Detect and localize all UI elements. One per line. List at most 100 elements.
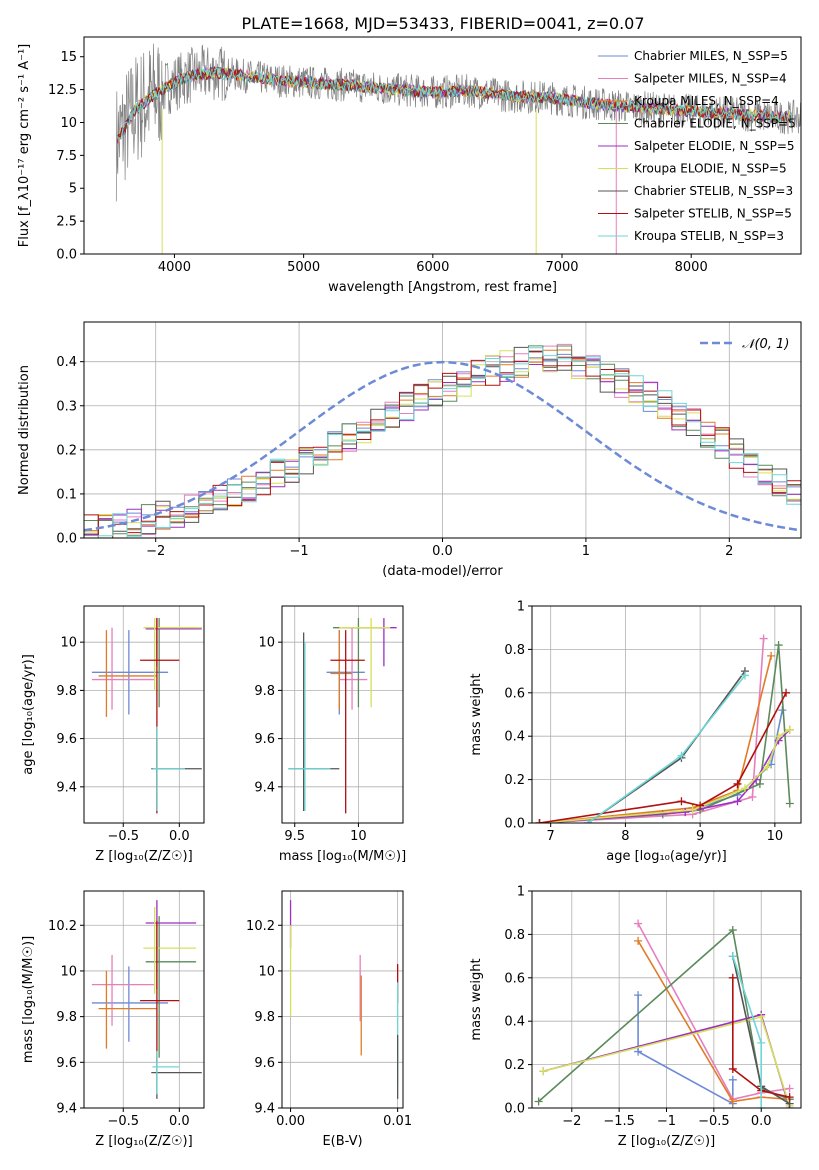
y-tick-label: 10.2 bbox=[246, 919, 275, 934]
model-spectrum-salpeter_stelib bbox=[117, 65, 793, 143]
x-axis-label: age [log₁₀(age/yr)] bbox=[606, 849, 727, 864]
y-tick-label: 0.6 bbox=[504, 971, 525, 986]
y-tick-label: 10 bbox=[60, 636, 77, 651]
y-tick-label: 1 bbox=[517, 885, 525, 900]
y-axis-label: mass weight bbox=[469, 673, 484, 755]
y-tick-label: 9.6 bbox=[254, 732, 275, 747]
series-marker bbox=[757, 1012, 766, 1021]
plot-area bbox=[91, 900, 202, 1099]
series-marker bbox=[677, 797, 686, 806]
x-tick-label: −1 bbox=[657, 1114, 676, 1129]
legend-label: Salpeter MILES, N_SSP=4 bbox=[634, 72, 787, 86]
y-tick-label: 2.5 bbox=[56, 215, 77, 230]
legend-label: Kroupa ELODIE, N_SSP=5 bbox=[634, 162, 787, 176]
x-tick-label: 0.0 bbox=[169, 829, 190, 844]
y-tick-label: 0.6 bbox=[504, 686, 525, 701]
y-tick-label: 9.8 bbox=[56, 684, 77, 699]
series-marker bbox=[755, 779, 764, 788]
series-marker bbox=[748, 792, 757, 801]
x-tick-label: −1 bbox=[290, 544, 309, 559]
y-tick-label: 9.8 bbox=[254, 684, 275, 699]
series-marker bbox=[728, 1075, 737, 1084]
x-tick-label: 0.01 bbox=[383, 1114, 412, 1129]
series-marker bbox=[740, 784, 749, 793]
y-tick-label: 9.6 bbox=[254, 1056, 275, 1071]
series-marker bbox=[733, 779, 742, 788]
x-tick-label: 0.0 bbox=[432, 544, 453, 559]
y-tick-label: 5 bbox=[69, 182, 77, 197]
series-marker bbox=[740, 671, 749, 680]
y-tick-label: 9.8 bbox=[56, 1010, 77, 1025]
figure-title: PLATE=1668, MJD=53433, FIBERID=0041, z=0… bbox=[241, 14, 644, 33]
panel-weight-vs-Z: −2 −1.5 −1 −0.5 0.0 0.0 0.2 0.4 0.6 0.8 1 Z [log₁₀(… bbox=[469, 885, 802, 1149]
x-axis-label: mass [log₁₀(M/M☉)] bbox=[279, 849, 406, 864]
plot-area bbox=[288, 618, 397, 814]
histogram-salpeter_stelib bbox=[84, 351, 801, 538]
y-tick-label: 0.8 bbox=[504, 928, 525, 943]
x-tick-label: 8000 bbox=[675, 260, 708, 275]
plot-area bbox=[91, 618, 202, 814]
y-tick-label: 0.8 bbox=[504, 643, 525, 658]
legend-label: Chabrier STELIB, N_SSP=3 bbox=[634, 184, 793, 198]
x-tick-label: −0.5 bbox=[107, 829, 139, 844]
y-tick-label: 9.8 bbox=[254, 1010, 275, 1025]
x-axis-label: Z [log₁₀(Z/Z☉)] bbox=[618, 1134, 715, 1149]
series-marker bbox=[733, 797, 742, 806]
series-marker bbox=[757, 1038, 766, 1047]
series-marker bbox=[767, 651, 776, 660]
x-tick-label: 5000 bbox=[287, 260, 320, 275]
series-marker bbox=[688, 805, 697, 814]
series-marker bbox=[728, 952, 737, 961]
series-marker bbox=[681, 808, 690, 817]
series-marker bbox=[634, 991, 643, 1000]
y-tick-label: 9.4 bbox=[254, 1102, 275, 1117]
histogram-kroupa_elodie bbox=[84, 350, 801, 538]
y-tick-label: 10 bbox=[258, 636, 275, 651]
y-tick-label: 0.2 bbox=[56, 443, 77, 458]
series-marker bbox=[728, 926, 737, 935]
series-marker bbox=[584, 819, 593, 823]
legend-label: Salpeter STELIB, N_SSP=5 bbox=[634, 207, 792, 221]
series-marker bbox=[785, 1084, 794, 1093]
x-tick-label: 9 bbox=[696, 829, 704, 844]
panel-weight-vs-age: 7 8 9 10 0.0 0.2 0.4 0.6 0.8 1 age [log₁₀(age/yr)]… bbox=[469, 600, 802, 864]
plot-area bbox=[534, 919, 794, 1108]
series-marker bbox=[728, 1097, 737, 1106]
legend-label: Chabrier ELODIE, N_SSP=5 bbox=[634, 117, 796, 131]
y-tick-label: 0.2 bbox=[504, 773, 525, 788]
y-tick-label: 9.6 bbox=[56, 1056, 77, 1071]
axes-frame bbox=[531, 605, 802, 824]
panel-age-vs-mass: 9.5 10 9.4 9.6 9.8 10 mass [log₁₀(M/M☉)] bbox=[254, 605, 406, 864]
y-axis-label: mass weight bbox=[469, 958, 484, 1040]
legend-label: Chabrier MILES, N_SSP=5 bbox=[634, 49, 788, 63]
panel-residuals: 𝒩(0, 1) −2 −1 0.0 1 2 0.0 0.1 0.2 0.3 0.4 (data-mod… bbox=[17, 321, 802, 579]
x-tick-label: 2 bbox=[725, 544, 733, 559]
x-tick-label: 10 bbox=[767, 829, 784, 844]
x-axis-label: Z [log₁₀(Z/Z☉)] bbox=[95, 849, 192, 864]
series-marker bbox=[696, 801, 705, 810]
y-tick-label: 0.2 bbox=[504, 1058, 525, 1073]
y-tick-label: 1 bbox=[517, 600, 525, 615]
series-marker bbox=[785, 725, 794, 734]
series-marker bbox=[757, 1104, 766, 1108]
y-axis-label: age [log₁₀(age/yr)] bbox=[21, 654, 36, 775]
series-marker bbox=[782, 688, 791, 697]
panels: Chabrier MILES, N_SSP=5 Salpeter MILES, N… bbox=[17, 36, 802, 1149]
series-marker bbox=[539, 1067, 548, 1076]
plot-area bbox=[115, 43, 801, 254]
y-tick-label: 0.4 bbox=[504, 1015, 525, 1030]
plot-area bbox=[289, 900, 399, 1099]
legend-label: Kroupa STELIB, N_SSP=3 bbox=[634, 229, 784, 243]
y-tick-label: 7.5 bbox=[56, 149, 77, 164]
series-marker bbox=[774, 641, 783, 650]
y-tick-label: 0.0 bbox=[56, 248, 77, 263]
series-line-kroupa_miles bbox=[637, 940, 790, 1103]
y-axis-label: mass [log₁₀(M/M☉)] bbox=[21, 936, 36, 1063]
x-tick-label: −1.5 bbox=[603, 1114, 635, 1129]
plot-area bbox=[84, 343, 801, 538]
x-tick-label: −2 bbox=[562, 1114, 581, 1129]
panel-spectrum: Chabrier MILES, N_SSP=5 Salpeter MILES, N… bbox=[17, 36, 802, 295]
x-tick-label: −2 bbox=[146, 544, 165, 559]
x-tick-label: 7000 bbox=[545, 260, 578, 275]
series-marker bbox=[728, 1064, 737, 1073]
